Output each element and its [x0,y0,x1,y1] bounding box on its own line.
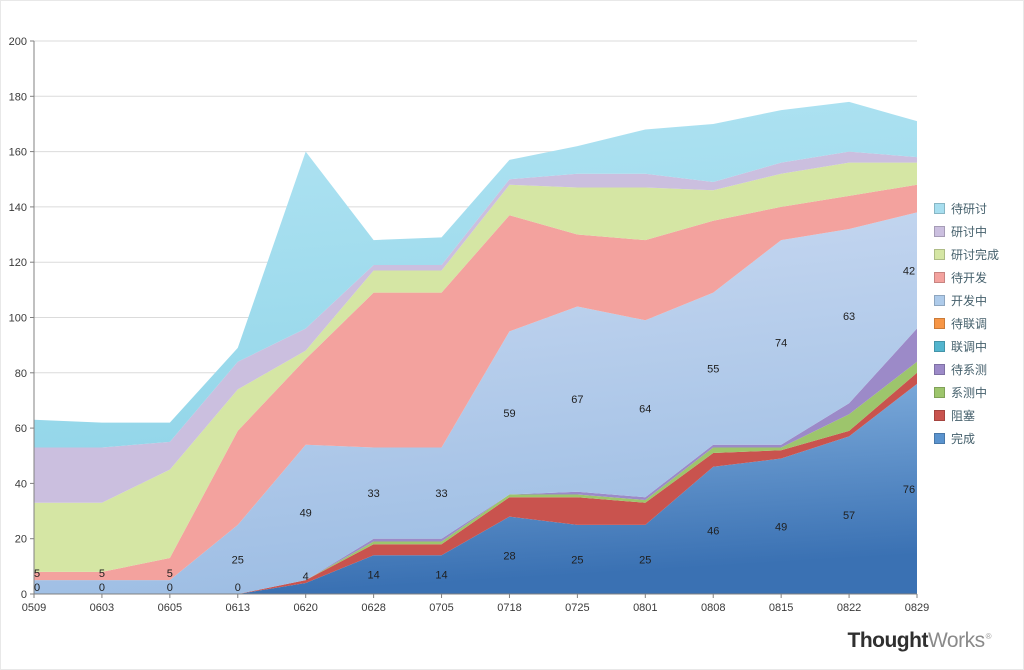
y-tick-label: 60 [15,423,27,435]
data-label: 14 [435,570,447,582]
y-tick-label: 180 [9,91,27,103]
legend-item: 待研讨 [934,197,999,220]
x-tick-label: 0613 [226,602,250,614]
data-label: 76 [903,484,915,496]
legend-label: 开发中 [951,294,988,308]
legend-swatch [934,364,945,375]
data-label: 49 [300,507,312,519]
data-label: 59 [503,408,515,420]
y-tick-label: 80 [15,368,27,380]
series-area-6 [34,212,917,594]
chart-legend: 待研讨研讨中研讨完成待开发开发中待联调联调中待系测系测中阻塞完成 [934,197,999,450]
data-label: 4 [303,571,309,583]
data-label: 5 [167,568,173,580]
legend-label: 完成 [951,432,976,446]
x-tick-label: 0822 [837,602,861,614]
legend-label: 联调中 [951,340,988,354]
series-area-8 [34,162,917,572]
legend-label: 系测中 [951,386,988,400]
legend-item: 研讨完成 [934,243,999,266]
data-label: 25 [639,554,651,566]
series-area-0 [34,383,917,594]
y-tick-label: 160 [9,147,27,159]
legend-label: 研讨中 [951,225,988,239]
x-tick-label: 0603 [90,602,114,614]
legend-item: 阻塞 [934,404,999,427]
legend-swatch [934,387,945,398]
data-label: 42 [903,265,915,277]
x-tick-label: 0801 [633,602,657,614]
legend-swatch [934,203,945,214]
x-tick-label: 0705 [429,602,453,614]
legend-swatch [934,272,945,283]
logo-text-light: Works [927,629,985,652]
data-label: 46 [707,525,719,537]
data-label: 33 [367,488,379,500]
x-tick-label: 0605 [158,602,182,614]
data-label: 0 [34,582,40,594]
x-tick-label: 0725 [565,602,589,614]
legend-swatch [934,226,945,237]
legend-label: 待开发 [951,271,988,285]
legend-swatch [934,318,945,329]
legend-swatch [934,295,945,306]
legend-swatch [934,410,945,421]
x-tick-label: 0718 [497,602,521,614]
series-area-10 [34,101,917,448]
legend-item: 待开发 [934,266,999,289]
y-tick-label: 0 [21,589,27,601]
registered-mark: ® [985,632,992,641]
data-label: 64 [639,404,651,416]
series-area-9 [34,151,917,503]
legend-label: 待联调 [951,317,988,331]
series-area-7 [34,184,917,581]
data-label: 49 [775,521,787,533]
legend-swatch [934,433,945,444]
logo-text-bold: Thought [847,629,929,652]
y-tick-label: 40 [15,478,27,490]
legend-item: 完成 [934,427,999,450]
legend-item: 开发中 [934,289,999,312]
data-label: 0 [99,582,105,594]
data-label: 28 [503,550,515,562]
legend-label: 待研讨 [951,202,988,216]
data-label: 74 [775,337,787,349]
y-tick-label: 200 [9,36,27,48]
legend-label: 阻塞 [951,409,976,423]
legend-item: 待系测 [934,358,999,381]
y-tick-label: 100 [9,313,27,325]
data-label: 0 [167,582,173,594]
legend-label: 待系测 [951,363,988,377]
thoughtworks-logo: ThoughtWorks® [848,629,992,653]
x-tick-label: 0808 [701,602,725,614]
x-tick-label: 0829 [905,602,929,614]
data-label: 33 [435,488,447,500]
y-tick-label: 140 [9,202,27,214]
data-label: 25 [571,554,583,566]
data-label: 57 [843,510,855,522]
legend-item: 研讨中 [934,220,999,243]
legend-item: 联调中 [934,335,999,358]
legend-swatch [934,341,945,352]
data-label: 63 [843,311,855,323]
x-tick-label: 0509 [22,602,46,614]
legend-item: 待联调 [934,312,999,335]
data-label: 0 [235,582,241,594]
data-label: 14 [367,570,379,582]
x-tick-label: 0815 [769,602,793,614]
y-tick-label: 20 [15,534,27,546]
data-label: 25 [232,554,244,566]
x-tick-label: 0628 [361,602,385,614]
data-label: 5 [99,568,105,580]
data-label: 67 [571,394,583,406]
x-tick-label: 0620 [293,602,317,614]
y-tick-label: 120 [9,257,27,269]
legend-swatch [934,249,945,260]
legend-label: 研讨完成 [951,248,1000,262]
data-label: 5 [34,568,40,580]
data-label: 55 [707,364,719,376]
legend-item: 系测中 [934,381,999,404]
